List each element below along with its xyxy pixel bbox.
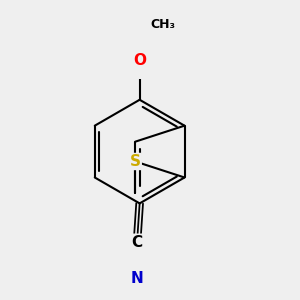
- Text: O: O: [133, 53, 146, 68]
- Text: S: S: [130, 154, 141, 169]
- Text: N: N: [131, 271, 143, 286]
- Text: C: C: [131, 235, 142, 250]
- Text: CH₃: CH₃: [150, 18, 175, 31]
